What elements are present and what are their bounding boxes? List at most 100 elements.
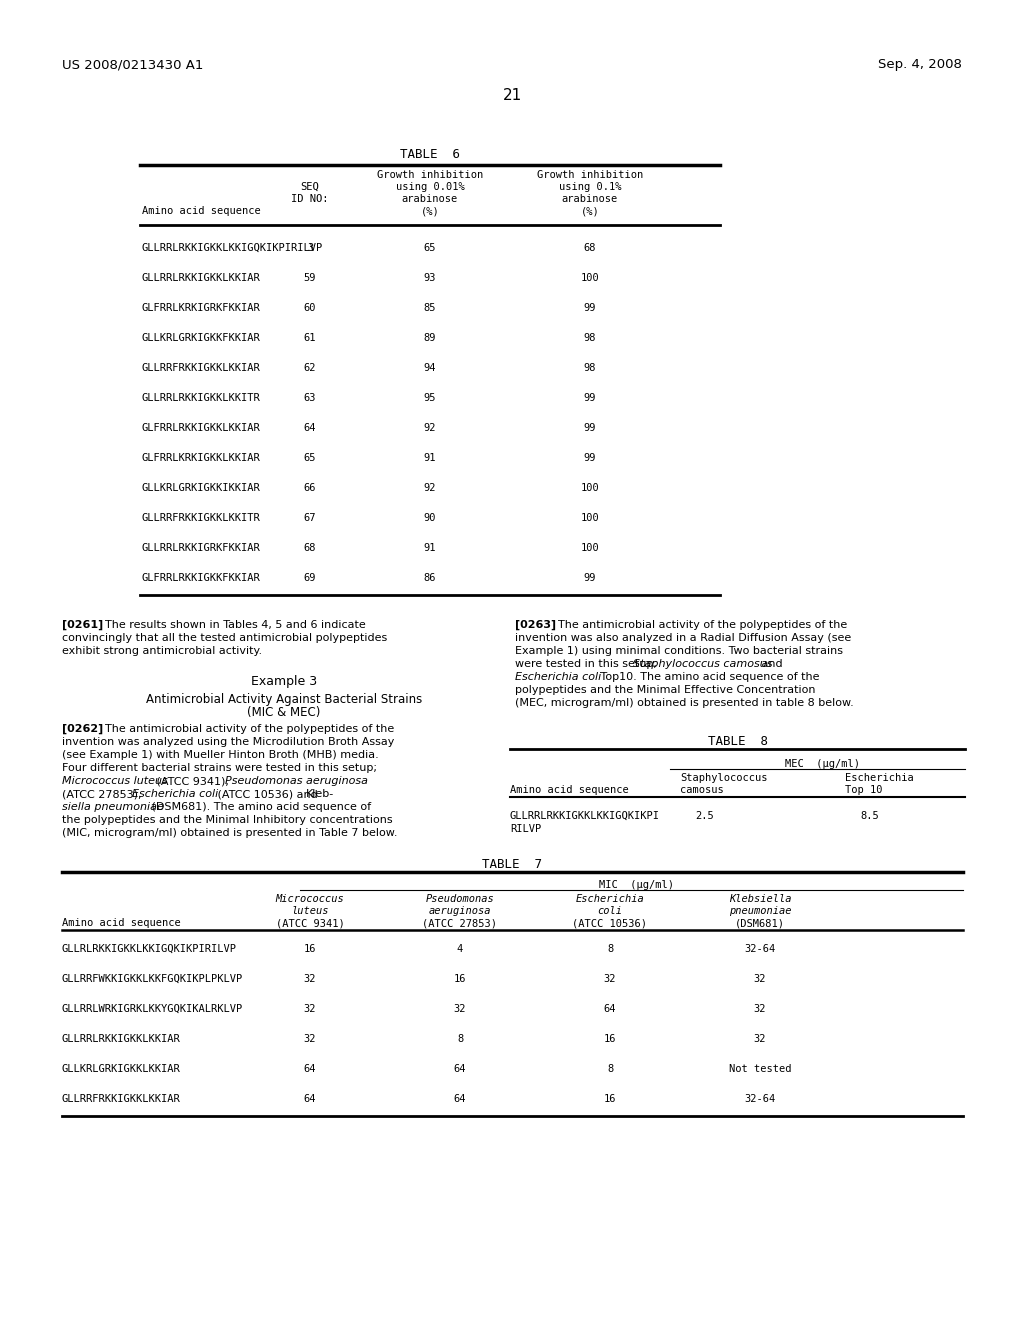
Text: 32: 32 — [304, 1005, 316, 1014]
Text: (MIC, microgram/ml) obtained is presented in Table 7 below.: (MIC, microgram/ml) obtained is presente… — [62, 828, 397, 838]
Text: exhibit strong antimicrobial activity.: exhibit strong antimicrobial activity. — [62, 645, 262, 656]
Text: MIC  (μg/ml): MIC (μg/ml) — [599, 880, 674, 890]
Text: 93: 93 — [424, 273, 436, 282]
Text: Antimicrobial Activity Against Bacterial Strains: Antimicrobial Activity Against Bacterial… — [145, 693, 422, 706]
Text: were tested in this setup;: were tested in this setup; — [515, 659, 660, 669]
Text: 61: 61 — [304, 333, 316, 343]
Text: coli: coli — [597, 906, 623, 916]
Text: [0263]: [0263] — [515, 620, 556, 630]
Text: 91: 91 — [424, 453, 436, 463]
Text: The antimicrobial activity of the polypeptides of the: The antimicrobial activity of the polype… — [551, 620, 847, 630]
Text: Micrococcus luteus: Micrococcus luteus — [62, 776, 168, 785]
Text: Amino acid sequence: Amino acid sequence — [142, 206, 261, 216]
Text: (ATCC 27853): (ATCC 27853) — [423, 917, 498, 928]
Text: GLLKRLGRKIGKKIKKIAR: GLLKRLGRKIGKKIKKIAR — [142, 483, 261, 492]
Text: 69: 69 — [304, 573, 316, 583]
Text: GLLRRFRKKIGKKLKKITR: GLLRRFRKKIGKKLKKITR — [142, 513, 261, 523]
Text: 16: 16 — [604, 1094, 616, 1104]
Text: using 0.1%: using 0.1% — [559, 182, 622, 191]
Text: TABLE  7: TABLE 7 — [482, 858, 543, 871]
Text: GLLRLRKKIGKKLKKIGQKIKPIRILVP: GLLRLRKKIGKKLKKIGQKIKPIRILVP — [62, 944, 237, 954]
Text: and: and — [758, 659, 782, 669]
Text: 86: 86 — [424, 573, 436, 583]
Text: 8: 8 — [607, 944, 613, 954]
Text: Escherichia: Escherichia — [575, 894, 644, 904]
Text: GLLRRFWKKIGKKLKKFGQKIKPLPKLVP: GLLRRFWKKIGKKLKKFGQKIKPLPKLVP — [62, 974, 244, 983]
Text: GLLRRFRKKIGKKLKKIAR: GLLRRFRKKIGKKLKKIAR — [62, 1094, 181, 1104]
Text: 66: 66 — [304, 483, 316, 492]
Text: 89: 89 — [424, 333, 436, 343]
Text: 92: 92 — [424, 483, 436, 492]
Text: 85: 85 — [424, 304, 436, 313]
Text: 8: 8 — [457, 1034, 463, 1044]
Text: Micrococcus: Micrococcus — [275, 894, 344, 904]
Text: GLLRRFRKKIGKKLKKIAR: GLLRRFRKKIGKKLKKIAR — [142, 363, 261, 374]
Text: 99: 99 — [584, 573, 596, 583]
Text: 3: 3 — [307, 243, 313, 253]
Text: 16: 16 — [454, 974, 466, 983]
Text: The results shown in Tables 4, 5 and 6 indicate: The results shown in Tables 4, 5 and 6 i… — [98, 620, 366, 630]
Text: GLFRRLRKKIGKKFKKIAR: GLFRRLRKKIGKKFKKIAR — [142, 573, 261, 583]
Text: 64: 64 — [604, 1005, 616, 1014]
Text: 65: 65 — [304, 453, 316, 463]
Text: 99: 99 — [584, 453, 596, 463]
Text: 16: 16 — [304, 944, 316, 954]
Text: 32: 32 — [754, 1034, 766, 1044]
Text: Escherichia coli: Escherichia coli — [132, 789, 218, 799]
Text: Sep. 4, 2008: Sep. 4, 2008 — [879, 58, 962, 71]
Text: (%): (%) — [581, 206, 599, 216]
Text: (ATCC 27853),: (ATCC 27853), — [62, 789, 145, 799]
Text: siella pneumoniae: siella pneumoniae — [62, 803, 164, 812]
Text: Klebsiella: Klebsiella — [729, 894, 792, 904]
Text: 2.5: 2.5 — [695, 810, 715, 821]
Text: Example 3: Example 3 — [251, 675, 317, 688]
Text: 32-64: 32-64 — [744, 1094, 775, 1104]
Text: 95: 95 — [424, 393, 436, 403]
Text: 68: 68 — [584, 243, 596, 253]
Text: GLLRRLRKKIGKKLKKIGQKIKPIRILVP: GLLRRLRKKIGKKLKKIGQKIKPIRILVP — [142, 243, 324, 253]
Text: 60: 60 — [304, 304, 316, 313]
Text: GLFRRLKRKIGRKFKKIAR: GLFRRLKRKIGRKFKKIAR — [142, 304, 261, 313]
Text: [0261]: [0261] — [62, 620, 103, 630]
Text: 21: 21 — [503, 88, 521, 103]
Text: 64: 64 — [454, 1094, 466, 1104]
Text: TABLE  8: TABLE 8 — [708, 735, 768, 748]
Text: Kleb-: Kleb- — [306, 789, 334, 799]
Text: 32: 32 — [754, 1005, 766, 1014]
Text: Staphylococcus: Staphylococcus — [680, 774, 768, 783]
Text: ID NO:: ID NO: — [291, 194, 329, 205]
Text: Four different bacterial strains were tested in this setup;: Four different bacterial strains were te… — [62, 763, 377, 774]
Text: Pseudomonas aeruginosa: Pseudomonas aeruginosa — [225, 776, 368, 785]
Text: Top10. The amino acid sequence of the: Top10. The amino acid sequence of the — [597, 672, 819, 682]
Text: 67: 67 — [304, 513, 316, 523]
Text: 90: 90 — [424, 513, 436, 523]
Text: GLLKRLGRKIGKKLKKIAR: GLLKRLGRKIGKKLKKIAR — [62, 1064, 181, 1074]
Text: camosus: camosus — [680, 785, 724, 795]
Text: arabinose: arabinose — [401, 194, 458, 205]
Text: US 2008/0213430 A1: US 2008/0213430 A1 — [62, 58, 204, 71]
Text: (%): (%) — [421, 206, 439, 216]
Text: Example 1) using minimal conditions. Two bacterial strains: Example 1) using minimal conditions. Two… — [515, 645, 843, 656]
Text: 8.5: 8.5 — [860, 810, 880, 821]
Text: (ATCC 10536) and: (ATCC 10536) and — [214, 789, 322, 799]
Text: 59: 59 — [304, 273, 316, 282]
Text: (MEC, microgram/ml) obtained is presented in table 8 below.: (MEC, microgram/ml) obtained is presente… — [515, 698, 854, 708]
Text: 99: 99 — [584, 393, 596, 403]
Text: 99: 99 — [584, 304, 596, 313]
Text: 32: 32 — [304, 1034, 316, 1044]
Text: aeruginosa: aeruginosa — [429, 906, 492, 916]
Text: Amino acid sequence: Amino acid sequence — [510, 785, 629, 795]
Text: 63: 63 — [304, 393, 316, 403]
Text: 100: 100 — [581, 543, 599, 553]
Text: GLLRRLWRKIGRKLKKYGQKIKALRKLVP: GLLRRLWRKIGRKLKKYGQKIKALRKLVP — [62, 1005, 244, 1014]
Text: The antimicrobial activity of the polypeptides of the: The antimicrobial activity of the polype… — [98, 723, 394, 734]
Text: polypeptides and the Minimal Effective Concentration: polypeptides and the Minimal Effective C… — [515, 685, 815, 696]
Text: 100: 100 — [581, 513, 599, 523]
Text: (DSM681). The amino acid sequence of: (DSM681). The amino acid sequence of — [148, 803, 371, 812]
Text: 64: 64 — [454, 1064, 466, 1074]
Text: 100: 100 — [581, 483, 599, 492]
Text: 8: 8 — [607, 1064, 613, 1074]
Text: Pseudomonas: Pseudomonas — [426, 894, 495, 904]
Text: RILVP: RILVP — [510, 824, 542, 834]
Text: TABLE  6: TABLE 6 — [400, 148, 460, 161]
